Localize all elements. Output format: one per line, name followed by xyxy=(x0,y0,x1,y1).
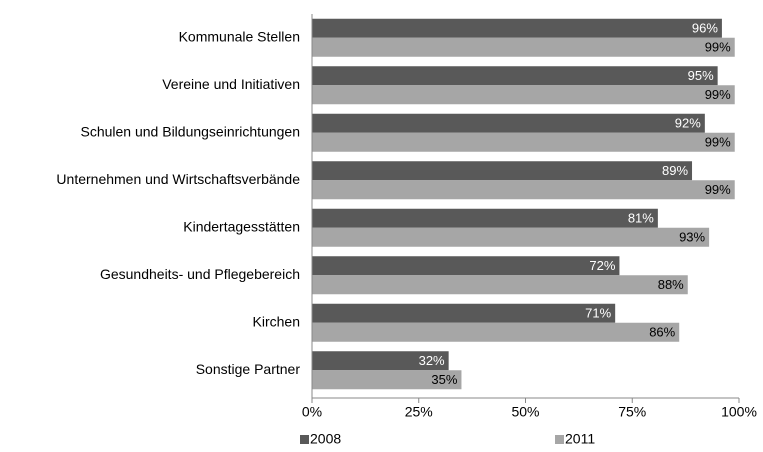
bar xyxy=(312,351,449,371)
bar xyxy=(312,275,688,295)
category-label: Sonstige Partner xyxy=(196,361,301,377)
value-label: 93% xyxy=(679,230,705,245)
value-label: 99% xyxy=(705,40,731,55)
value-label: 92% xyxy=(675,116,701,131)
category-label: Kindertagesstätten xyxy=(183,218,300,234)
x-tick-label: 75% xyxy=(618,404,646,420)
bar xyxy=(312,66,718,86)
value-label: 95% xyxy=(688,68,714,83)
bar xyxy=(312,256,620,276)
legend-label: 2011 xyxy=(565,431,595,447)
bar xyxy=(312,322,680,342)
category-label: Vereine und Initiativen xyxy=(162,76,300,92)
x-tick-label: 100% xyxy=(721,404,757,420)
value-label: 99% xyxy=(705,135,731,150)
value-label: 88% xyxy=(658,277,684,292)
category-label: Unternehmen und Wirtschaftsverbände xyxy=(56,171,300,187)
bar xyxy=(312,180,735,200)
legend-label: 2008 xyxy=(310,431,341,447)
bar xyxy=(312,208,658,228)
category-label: Kommunale Stellen xyxy=(179,28,300,44)
value-label: 99% xyxy=(705,87,731,102)
bar xyxy=(312,161,693,181)
x-tick-label: 50% xyxy=(511,404,539,420)
value-label: 35% xyxy=(431,372,457,387)
bar xyxy=(312,85,735,105)
bar xyxy=(312,37,735,57)
bar xyxy=(312,18,722,38)
category-label: Kirchen xyxy=(253,313,300,329)
bar xyxy=(312,227,710,247)
category-label: Schulen und Bildungseinrichtungen xyxy=(81,123,301,139)
value-label: 72% xyxy=(589,258,615,273)
x-tick-label: 25% xyxy=(405,404,433,420)
bar xyxy=(312,370,462,390)
legend-swatch xyxy=(300,435,309,444)
value-label: 81% xyxy=(628,211,654,226)
value-label: 96% xyxy=(692,21,718,36)
value-label: 71% xyxy=(585,306,611,321)
legend-swatch xyxy=(555,435,564,444)
bar xyxy=(312,113,705,133)
category-label: Gesundheits- und Pflegebereich xyxy=(100,266,300,282)
value-label: 89% xyxy=(662,163,688,178)
value-label: 99% xyxy=(705,182,731,197)
x-tick-label: 0% xyxy=(302,404,322,420)
value-label: 32% xyxy=(419,353,445,368)
value-label: 86% xyxy=(649,325,675,340)
bar xyxy=(312,132,735,152)
bar xyxy=(312,303,616,323)
